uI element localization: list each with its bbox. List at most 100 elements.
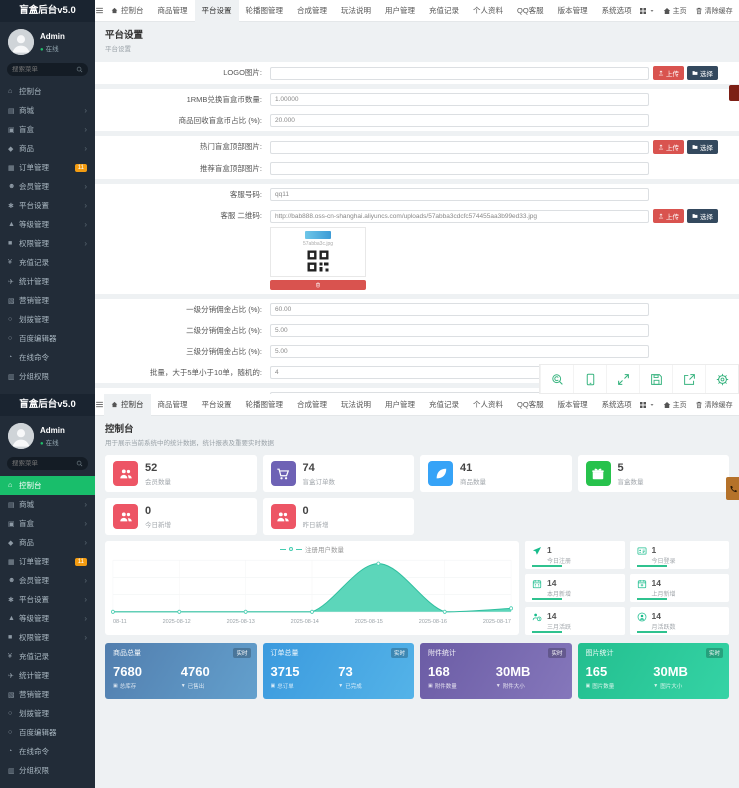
topbar-tab[interactable]: 控制台 [104,0,151,22]
sidebar-item[interactable]: ■ 权限管理 › [0,234,95,253]
form-input[interactable] [270,345,649,358]
topbar-tab[interactable]: 合成管理 [297,399,327,409]
form-input[interactable] [270,66,649,80]
form-input[interactable] [270,93,649,106]
topbar-tab[interactable]: 充值记录 [429,399,459,409]
topbar-tab[interactable]: QQ客服 [517,5,544,15]
sidebar-item[interactable]: ▦ 订单管理 11 [0,552,95,571]
sidebar-item[interactable]: ▥ 分组权限 [0,367,95,386]
choose-button[interactable]: 选择 [687,209,718,223]
topbar-tab[interactable]: 玩法说明 [341,399,371,409]
summary-value: 30MB [495,664,531,679]
phone-widget[interactable] [726,477,739,500]
search-input[interactable] [12,66,76,73]
upload-button[interactable]: 上传 [653,209,684,223]
sidebar-item[interactable]: ✱ 平台设置 › [0,590,95,609]
sidebar-search[interactable] [7,457,88,470]
sidebar-item[interactable]: ◔ 在线命令 [0,348,95,367]
sidebar-item[interactable]: ▧ 营销管理 [0,685,95,704]
sidebar-item[interactable]: ▤ 商城 › [0,495,95,514]
topbar-tab[interactable]: 充值记录 [429,5,459,15]
topbar-tab[interactable]: 合成管理 [297,5,327,15]
sidebar-item[interactable]: ◔ 在线命令 [0,742,95,761]
layout-menu-button[interactable] [639,401,655,409]
sidebar-search[interactable] [7,63,88,76]
sidebar-item[interactable]: ▲ 等级管理 › [0,215,95,234]
topbar-tab[interactable]: 商品管理 [157,399,188,409]
menu-icon: ▲ [8,615,15,622]
form-input[interactable] [270,324,649,337]
sidebar-item[interactable]: ✈ 统计管理 [0,666,95,685]
layout-menu-button[interactable] [639,7,655,15]
edge-widget-top[interactable] [729,85,739,101]
hamburger-button[interactable] [95,6,104,15]
topbar-tab[interactable]: 轮播图管理 [245,399,284,409]
sidebar-item[interactable]: ¥ 充值记录 [0,647,95,666]
clear-cache-button[interactable]: 清除缓存 [695,400,733,410]
choose-button[interactable]: 选择 [687,66,718,80]
sidebar-item[interactable]: ▦ 订单管理 11 [0,158,95,177]
upload-button[interactable]: 上传 [653,140,684,154]
toolbar-button[interactable] [540,365,573,393]
topbar-tab[interactable]: 版本管理 [557,399,588,409]
form-input[interactable] [270,162,649,175]
topbar-tab[interactable]: 用户管理 [385,399,415,409]
sidebar-item[interactable]: ▥ 分组权限 [0,761,95,780]
sidebar-item[interactable]: ○ 划拨管理 [0,704,95,723]
topbar-tab[interactable]: 玩法说明 [341,5,371,15]
form-input[interactable] [270,303,649,316]
sidebar-item[interactable]: ▣ 盲盒 › [0,514,95,533]
sidebar-item[interactable]: ☻ 会员管理 › [0,177,95,196]
sidebar-item[interactable]: ◆ 商品 › [0,139,95,158]
sidebar-item[interactable]: ○ 百度编辑器 [0,329,95,348]
sidebar-item[interactable]: ○ 百度编辑器 [0,723,95,742]
sidebar-item[interactable]: ▲ 等级管理 › [0,609,95,628]
upload-button[interactable]: 上传 [653,66,684,80]
topbar-tab[interactable]: 平台设置 [201,399,232,409]
form-row: 二级分销佣金占比 (%): [95,320,739,341]
chart-legend[interactable]: 注册用户数量 [111,544,513,554]
topbar-tab[interactable]: 用户管理 [385,5,415,15]
toolbar-button[interactable] [639,365,672,393]
sidebar-item[interactable]: ▣ 盲盒 › [0,120,95,139]
sidebar-item[interactable]: ○ 划拨管理 [0,310,95,329]
sidebar-item[interactable]: ☻ 会员管理 › [0,571,95,590]
delete-image-button[interactable] [270,280,366,290]
topbar-tab[interactable]: 平台设置 [194,0,239,22]
topbar-tab[interactable]: 个人资料 [473,5,503,15]
topbar-tab[interactable]: 系统选项 [601,5,632,15]
form-input[interactable] [270,209,649,223]
sidebar-item[interactable]: ¥ 充值记录 [0,253,95,272]
topbar-tab[interactable]: 系统选项 [601,399,632,409]
topbar-tab[interactable]: QQ客服 [517,399,544,409]
toolbar-button[interactable] [705,365,738,393]
form-input[interactable] [270,188,649,201]
sidebar-item[interactable]: ⌂ 控制台 [0,82,95,101]
hamburger-button[interactable] [95,400,104,409]
topbar-tab[interactable]: 个人资料 [473,399,503,409]
home-link[interactable]: 主页 [663,6,687,16]
user-name: Admin [40,31,65,41]
form-input[interactable] [270,114,649,127]
toolbar-button[interactable] [606,365,639,393]
form-label: 1RMB兑换盲盒币数量: [186,95,262,104]
clear-cache-button[interactable]: 清除缓存 [695,6,733,16]
choose-button[interactable]: 选择 [687,140,718,154]
sidebar-item[interactable]: ⌂ 控制台 [0,476,95,495]
sidebar-item[interactable]: ▧ 营销管理 [0,291,95,310]
sidebar-item[interactable]: ✱ 平台设置 › [0,196,95,215]
sidebar-item-label: 划拨管理 [19,315,49,324]
topbar-tab[interactable]: 控制台 [104,394,151,416]
sidebar-item[interactable]: ✈ 统计管理 [0,272,95,291]
search-input[interactable] [12,460,76,467]
toolbar-button[interactable] [573,365,606,393]
toolbar-button[interactable] [672,365,705,393]
sidebar-item[interactable]: ■ 权限管理 › [0,628,95,647]
topbar-tab[interactable]: 商品管理 [157,5,188,15]
sidebar-item[interactable]: ▤ 商城 › [0,101,95,120]
topbar-tab[interactable]: 轮播图管理 [245,5,284,15]
home-link[interactable]: 主页 [663,400,687,410]
topbar-tab[interactable]: 版本管理 [557,5,588,15]
form-input[interactable] [270,140,649,154]
sidebar-item[interactable]: ◆ 商品 › [0,533,95,552]
